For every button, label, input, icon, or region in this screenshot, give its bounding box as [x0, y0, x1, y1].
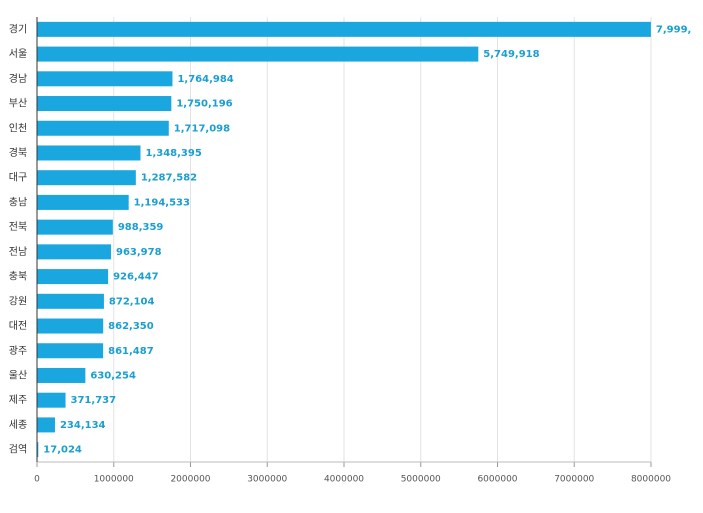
x-tick-label: 0	[34, 475, 40, 485]
y-tick-label: 인천	[9, 122, 27, 134]
value-label: 963,978	[116, 247, 162, 258]
x-tick-label: 4000000	[324, 475, 364, 485]
y-tick-label: 부산	[9, 98, 27, 110]
bar	[37, 269, 109, 285]
value-label: 1,348,395	[145, 148, 201, 159]
bar	[37, 417, 55, 433]
value-label: 1,194,533	[134, 197, 190, 208]
bar	[37, 21, 651, 37]
x-tick-label: 2000000	[170, 475, 210, 485]
value-label: 5,749,918	[483, 49, 539, 60]
bar	[37, 367, 86, 383]
bar	[37, 170, 136, 186]
bar	[37, 442, 39, 458]
y-tick-label: 울산	[9, 369, 27, 381]
value-label: 1,287,582	[141, 173, 197, 184]
value-label: 926,447	[113, 272, 159, 283]
bar	[37, 293, 104, 309]
bar	[37, 219, 113, 235]
y-tick-label: 충북	[9, 271, 27, 283]
y-tick-label: 제주	[9, 394, 27, 406]
bar	[37, 318, 104, 334]
value-label: 1,764,984	[177, 74, 233, 85]
bar	[37, 120, 169, 136]
x-tick-label: 3000000	[247, 475, 287, 485]
bar	[37, 96, 172, 112]
value-label: 371,737	[71, 395, 117, 406]
y-tick-label: 전남	[9, 246, 27, 258]
y-tick-label: 강원	[9, 295, 27, 307]
x-tick-label: 8000000	[631, 475, 671, 485]
x-tick-label: 1000000	[94, 475, 134, 485]
value-label: 1,750,196	[176, 99, 232, 110]
y-tick-label: 검역	[9, 444, 27, 456]
bar	[37, 46, 479, 62]
value-label: 630,254	[90, 370, 136, 381]
y-tick-label: 대구	[9, 172, 27, 184]
x-tick-label: 5000000	[401, 475, 441, 485]
y-tick-label: 경기	[9, 22, 27, 35]
value-label: 234,134	[60, 420, 106, 431]
value-label: 861,487	[108, 346, 154, 357]
bar	[37, 194, 129, 210]
y-tick-label: 세종	[9, 419, 27, 431]
value-label: 988,359	[118, 222, 164, 233]
bar	[37, 343, 104, 359]
value-label: 17,024	[43, 445, 82, 456]
value-label: 862,350	[108, 321, 154, 332]
y-tick-label: 대전	[9, 320, 27, 332]
bar	[37, 244, 111, 260]
value-label: 7,999,	[656, 24, 691, 35]
x-tick-label: 6000000	[477, 475, 517, 485]
y-tick-label: 전북	[9, 221, 27, 233]
bar	[37, 145, 141, 161]
value-label: 872,104	[109, 296, 155, 307]
x-tick-label: 7000000	[554, 475, 594, 485]
y-tick-label: 경북	[9, 146, 27, 159]
y-tick-label: 광주	[9, 345, 27, 357]
bar	[37, 392, 66, 408]
value-label: 1,717,098	[174, 123, 230, 134]
y-tick-label: 경남	[9, 72, 27, 85]
y-tick-label: 충남	[9, 196, 27, 208]
bar	[37, 71, 173, 87]
y-tick-label: 서울	[9, 48, 27, 60]
